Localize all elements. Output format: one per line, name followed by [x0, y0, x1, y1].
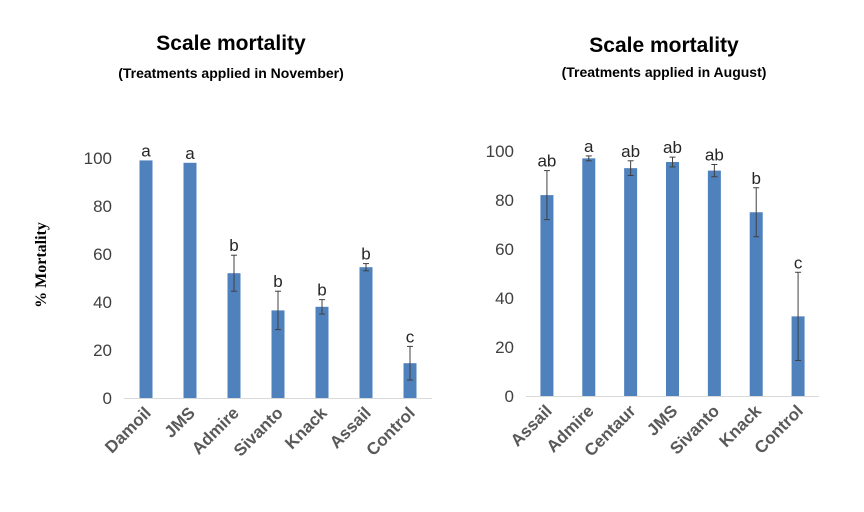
left-y-tick-label: 40 — [93, 293, 112, 312]
left-bar-control — [403, 363, 417, 398]
left-bar-sivanto — [271, 310, 285, 398]
left-significance-letter: c — [406, 327, 415, 346]
left-significance-letter: b — [317, 281, 326, 300]
left-y-tick-label: 20 — [93, 341, 112, 360]
left-significance-letter: b — [273, 272, 282, 291]
left-category-label: Damoil — [101, 403, 155, 457]
left-significance-letter: a — [141, 141, 151, 160]
left-y-tick-label: 60 — [93, 245, 112, 264]
left-bar-admire — [227, 273, 241, 398]
right-significance-letter: ab — [537, 152, 556, 171]
right-y-tick-label: 40 — [495, 289, 514, 308]
left-category-label: Control — [363, 403, 419, 459]
right-y-tick-label: 0 — [505, 387, 514, 406]
right-significance-letter: ab — [705, 145, 724, 164]
right-significance-letter: c — [794, 253, 803, 272]
right-y-tick-label: 100 — [486, 142, 514, 161]
right-category-label: JMS — [643, 401, 681, 439]
left-bar-jms — [183, 162, 197, 398]
left-chart-title: Scale mortality — [156, 32, 306, 55]
right-plot-area: 020406080100abAssailaAdmireabCentaurabJM… — [486, 137, 819, 460]
right-bar-jms — [666, 162, 679, 396]
right-significance-letter: ab — [663, 138, 682, 157]
right-y-tick-label: 20 — [495, 338, 514, 357]
right-y-tick-label: 80 — [495, 191, 514, 210]
left-chart-subtitle: (Treatments applied in November) — [118, 65, 344, 81]
left-significance-letter: b — [361, 245, 370, 264]
right-bar-knack — [749, 212, 763, 396]
left-bar-knack — [315, 306, 329, 398]
left-significance-letter: a — [185, 144, 195, 163]
left-significance-letter: b — [229, 236, 238, 255]
right-bar-centaur — [624, 168, 638, 396]
right-significance-letter: ab — [621, 142, 640, 161]
left-category-label: JMS — [161, 403, 199, 441]
right-chart-subtitle: (Treatments applied in August) — [562, 64, 767, 80]
right-significance-letter: a — [584, 137, 594, 156]
left-bar-damoil — [139, 160, 153, 398]
right-bar-admire — [582, 158, 596, 396]
left-y-axis-label: % Mortality — [33, 222, 50, 308]
left-category-label: Knack — [281, 403, 331, 453]
right-bar-sivanto — [707, 170, 721, 396]
right-significance-letter: b — [751, 169, 760, 188]
right-bar-assail — [540, 195, 554, 396]
left-bar-assail — [359, 267, 373, 398]
left-y-tick-label: 80 — [93, 197, 112, 216]
left-y-tick-label: 100 — [84, 149, 112, 168]
left-y-tick-label: 0 — [103, 389, 112, 408]
right-y-tick-label: 60 — [495, 240, 514, 259]
left-category-label: Sivanto — [230, 403, 287, 460]
right-chart-title: Scale mortality — [589, 34, 739, 57]
